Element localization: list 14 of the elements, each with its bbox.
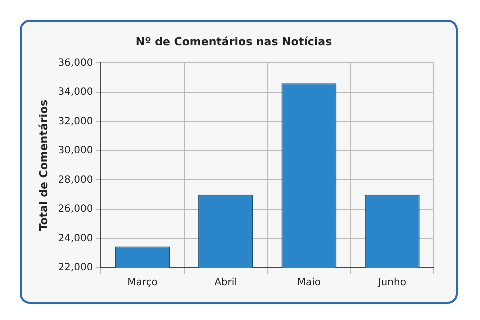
x-tick-label: Maio <box>297 278 322 289</box>
x-tick-label: Junho <box>377 278 406 289</box>
y-tick-label: 22,000 <box>58 262 94 274</box>
y-tick-label: 36,000 <box>58 58 94 69</box>
x-tick-label: Abril <box>214 278 238 289</box>
y-tick-label: 26,000 <box>58 204 94 216</box>
chart-title: Nº de Comentários nas Notícias <box>136 35 333 48</box>
y-tick-label: 28,000 <box>58 174 94 186</box>
y-axis-title: Total de Comentários <box>37 99 50 232</box>
y-tick-label: 34,000 <box>58 87 94 98</box>
x-tick-label: Março <box>128 278 158 289</box>
y-tick-label: 24,000 <box>58 233 94 244</box>
y-tick-label: 32,000 <box>58 116 94 128</box>
y-tick-label: 30,000 <box>58 146 94 157</box>
